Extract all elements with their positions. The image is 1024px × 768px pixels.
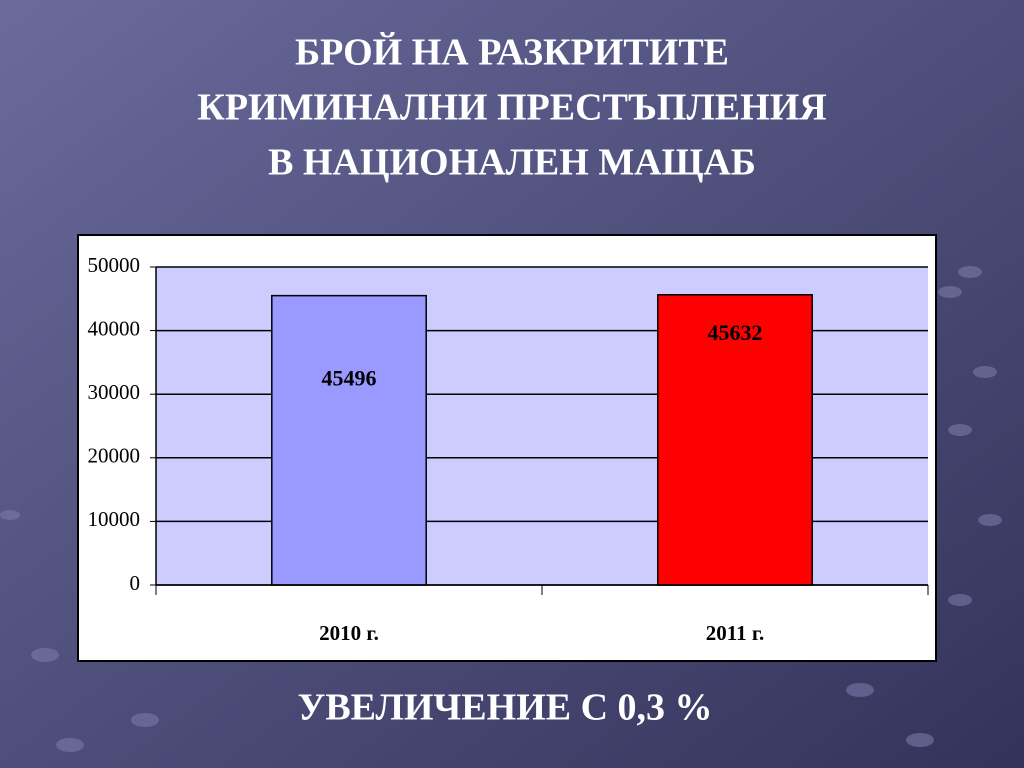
x-tick-label: 2010 г. xyxy=(319,621,379,645)
y-tick-label: 0 xyxy=(130,571,141,595)
y-tick-label: 50000 xyxy=(88,253,141,277)
y-tick-label: 20000 xyxy=(88,444,141,468)
x-tick-label: 2011 г. xyxy=(706,621,765,645)
annotation: УВЕЛИЧЕНИЕ С 0,3 % xyxy=(297,687,712,729)
bar xyxy=(657,294,813,586)
y-tick-label: 10000 xyxy=(88,507,141,531)
title-line: КРИМИНАЛНИ ПРЕСТЪПЛЕНИЯ xyxy=(197,87,826,129)
decor-dots xyxy=(0,266,1002,752)
y-tick-label: 30000 xyxy=(88,380,141,404)
title-line: В НАЦИОНАЛЕН МАЩАБ xyxy=(268,142,756,184)
bar xyxy=(271,294,427,586)
y-tick-label: 40000 xyxy=(88,316,141,340)
data-label: 45632 xyxy=(708,320,763,345)
title-line: БРОЙ НА РАЗКРИТИТЕ xyxy=(295,32,729,74)
data-label: 45496 xyxy=(322,366,377,391)
